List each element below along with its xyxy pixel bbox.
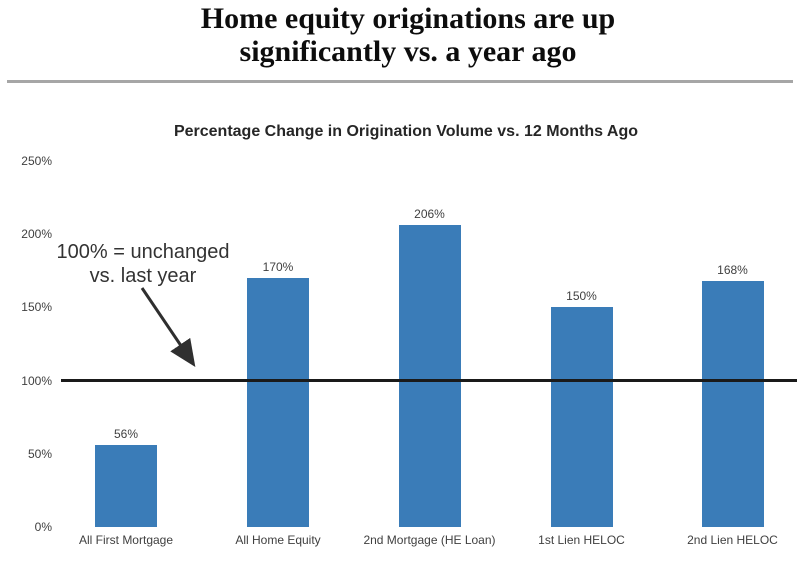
title-divider [7, 80, 793, 83]
x-axis-label: All Home Equity [235, 533, 321, 547]
bar [398, 225, 461, 527]
bar [701, 281, 764, 527]
slide-title-line-2: significantly vs. a year ago [239, 35, 577, 68]
annotation-line-1: 100% = unchanged [56, 241, 230, 263]
bar [550, 307, 613, 527]
y-axis-tick-label: 250% [21, 154, 52, 168]
y-axis-tick-label: 50% [27, 446, 52, 461]
annotation-line-2: vs. last year [89, 265, 197, 287]
bar-value-label: 56% [113, 427, 139, 441]
bar-value-label: 170% [262, 260, 294, 274]
y-axis-tick-label: 0% [34, 520, 52, 534]
bar-value-label: 206% [414, 207, 445, 221]
y-axis-tick-label: 150% [21, 300, 52, 315]
bar-value-label: 168% [717, 263, 748, 277]
slide-title-line-1: Home equity originations are up [200, 2, 616, 35]
y-axis: 0% 50% 100% 150% 200% 250% [0, 0, 52, 572]
x-axis-label: 1st Lien HELOC [538, 533, 625, 547]
reference-line-100pct [61, 379, 797, 382]
bar-value-label: 150% [566, 289, 597, 303]
x-axis-label: 2nd Lien HELOC [687, 533, 778, 547]
bar [95, 445, 157, 527]
y-axis-tick-label: 200% [21, 227, 52, 242]
bar [247, 278, 309, 527]
annotation-note: 100% = unchanged vs. last year [38, 240, 248, 288]
slide-title: Home equity originations are up significa… [16, 2, 800, 68]
x-axis-label: All First Mortgage [78, 533, 174, 547]
y-axis-tick-label: 100% [21, 373, 52, 388]
annotation-arrow [140, 287, 196, 367]
arrow-shaft [140, 287, 196, 367]
chart-title: Percentage Change in Origination Volume … [173, 123, 639, 140]
x-axis-label: 2nd Mortgage (HE Loan) [363, 533, 496, 547]
